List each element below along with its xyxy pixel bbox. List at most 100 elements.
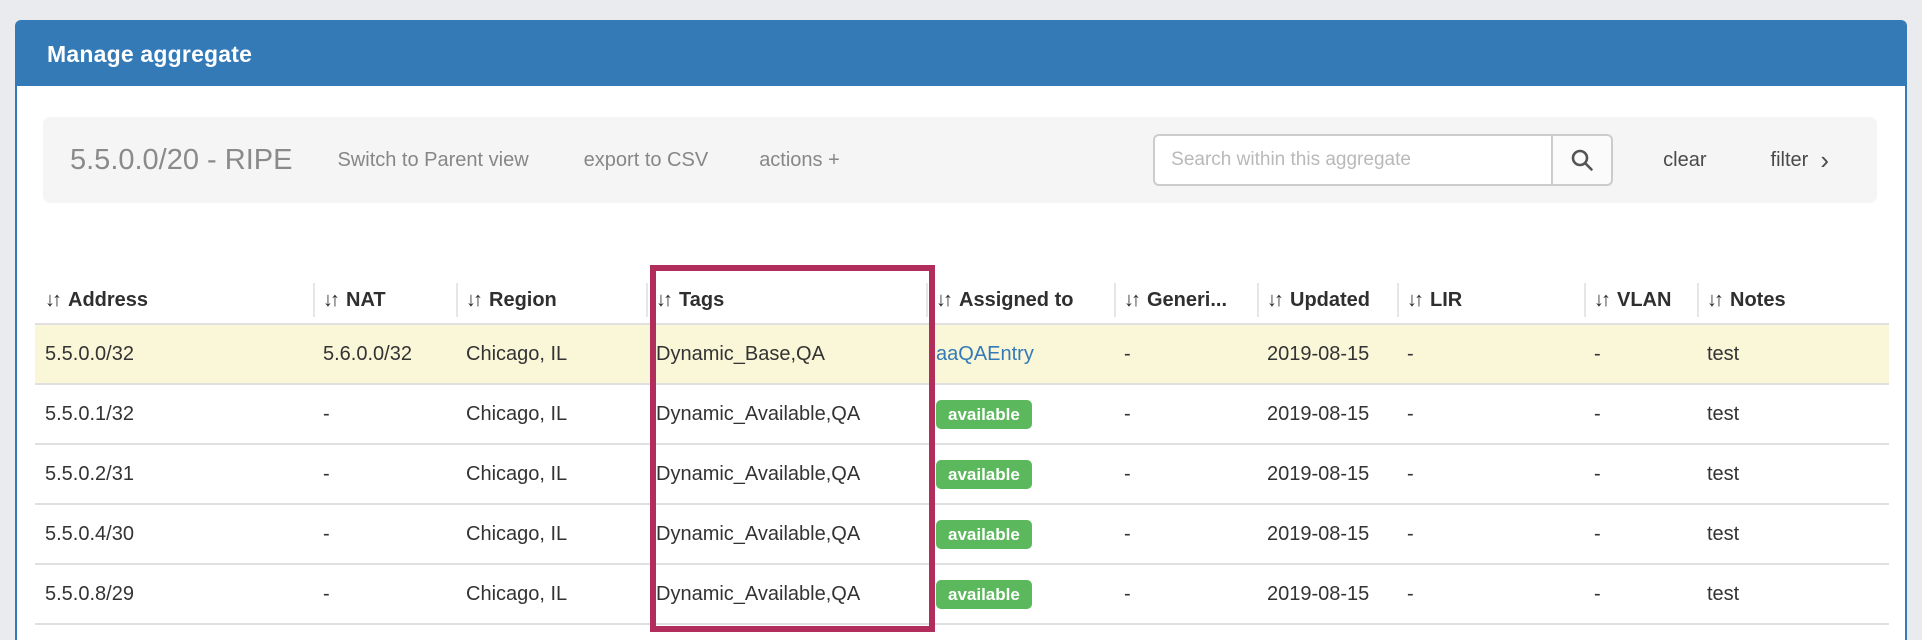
- cell-assigned-to: available: [926, 385, 1114, 443]
- search-input[interactable]: [1153, 134, 1552, 186]
- cell-assigned-to: aaQAEntry: [926, 325, 1114, 383]
- sort-icon: ↓↑: [466, 289, 483, 311]
- sort-icon: ↓↑: [1407, 289, 1424, 311]
- column-header-vlan[interactable]: ↓↑ VLAN: [1584, 278, 1697, 323]
- cell-nat: -: [323, 582, 330, 605]
- cell-updated: 2019-08-15: [1267, 522, 1370, 545]
- sort-icon: ↓↑: [936, 289, 953, 311]
- panel-heading: Manage aggregate: [17, 22, 1905, 86]
- column-header-notes[interactable]: ↓↑ Notes: [1697, 278, 1889, 323]
- cell-vlan: -: [1594, 462, 1601, 485]
- search-button[interactable]: [1551, 134, 1614, 186]
- column-label: VLAN: [1617, 289, 1672, 311]
- manage-aggregate-panel: Manage aggregate 5.5.0.0/20 - RIPE Switc…: [15, 20, 1907, 640]
- sort-icon: ↓↑: [656, 289, 673, 311]
- assigned-entry-link[interactable]: aaQAEntry: [936, 342, 1034, 365]
- cell-vlan: -: [1594, 582, 1601, 605]
- column-label: LIR: [1430, 289, 1463, 311]
- cell-lir: -: [1407, 462, 1414, 485]
- export-csv-link[interactable]: export to CSV: [583, 148, 709, 171]
- cell-assigned-to: available: [926, 505, 1114, 563]
- column-header-generic[interactable]: ↓↑ Generi...: [1114, 278, 1257, 323]
- cell-notes: test: [1707, 402, 1740, 425]
- column-label: NAT: [346, 289, 386, 311]
- aggregate-toolbar: 5.5.0.0/20 - RIPE Switch to Parent view …: [43, 117, 1877, 203]
- status-badge: available: [936, 459, 1032, 489]
- search-icon: [1570, 148, 1594, 172]
- clear-button[interactable]: clear: [1663, 148, 1707, 171]
- cell-region: Chicago, IL: [466, 582, 568, 605]
- cell-assigned-to: available: [926, 445, 1114, 503]
- cell-region: Chicago, IL: [466, 522, 568, 545]
- table-row[interactable]: 5.5.0.4/30 - Chicago, IL Dynamic_Availab…: [35, 505, 1889, 565]
- column-header-assigned-to[interactable]: ↓↑ Assigned to: [926, 278, 1114, 323]
- cell-region: Chicago, IL: [466, 462, 568, 485]
- column-header-updated[interactable]: ↓↑ Updated: [1257, 278, 1397, 323]
- sort-icon: ↓↑: [1594, 289, 1611, 311]
- cell-lir: -: [1407, 582, 1414, 605]
- cell-region: Chicago, IL: [466, 342, 568, 365]
- page-title: Manage aggregate: [47, 40, 253, 67]
- cell-notes: test: [1707, 342, 1740, 365]
- sort-icon: ↓↑: [1707, 289, 1724, 311]
- cell-address: 5.5.0.0/32: [45, 342, 134, 365]
- column-label: Address: [68, 289, 149, 311]
- aggregate-title: 5.5.0.0/20 - RIPE: [70, 143, 293, 176]
- cell-address: 5.5.0.4/30: [45, 522, 134, 545]
- sort-icon: ↓↑: [1124, 289, 1141, 311]
- cell-address: 5.5.0.8/29: [45, 582, 134, 605]
- cell-assigned-to: available: [926, 565, 1114, 623]
- cell-nat: 5.6.0.0/32: [323, 342, 412, 365]
- cell-tags: Dynamic_Available,QA: [656, 522, 861, 545]
- switch-parent-view-link[interactable]: Switch to Parent view: [337, 148, 529, 171]
- column-label: Assigned to: [959, 289, 1074, 311]
- column-header-region[interactable]: ↓↑ Region: [456, 278, 646, 323]
- cell-generic: -: [1124, 462, 1131, 485]
- table-row[interactable]: 5.5.0.2/31 - Chicago, IL Dynamic_Availab…: [35, 445, 1889, 505]
- filter-label: filter: [1770, 148, 1809, 171]
- cell-tags: Dynamic_Available,QA: [656, 582, 861, 605]
- cell-updated: 2019-08-15: [1267, 462, 1370, 485]
- cell-tags: Dynamic_Available,QA: [656, 462, 861, 485]
- cell-generic: -: [1124, 342, 1131, 365]
- cell-address: 5.5.0.2/31: [45, 462, 134, 485]
- table-row[interactable]: 5.5.0.0/32 5.6.0.0/32 Chicago, IL Dynami…: [35, 325, 1889, 385]
- cell-tags: Dynamic_Base,QA: [656, 342, 825, 365]
- cell-vlan: -: [1594, 342, 1601, 365]
- table-body: 5.5.0.0/32 5.6.0.0/32 Chicago, IL Dynami…: [35, 325, 1889, 625]
- status-badge: available: [936, 399, 1032, 429]
- cell-notes: test: [1707, 462, 1740, 485]
- cell-tags: Dynamic_Available,QA: [656, 402, 861, 425]
- actions-menu-link[interactable]: actions +: [759, 148, 840, 171]
- cell-lir: -: [1407, 402, 1414, 425]
- column-label: Generi...: [1147, 289, 1228, 311]
- column-header-address[interactable]: ↓↑ Address: [35, 278, 313, 323]
- search-group: [1153, 134, 1614, 186]
- cell-notes: test: [1707, 582, 1740, 605]
- cell-lir: -: [1407, 522, 1414, 545]
- column-header-tags[interactable]: ↓↑ Tags: [646, 278, 926, 323]
- column-label: Region: [489, 289, 557, 311]
- cell-generic: -: [1124, 582, 1131, 605]
- column-header-lir[interactable]: ↓↑ LIR: [1397, 278, 1584, 323]
- table-row[interactable]: 5.5.0.8/29 - Chicago, IL Dynamic_Availab…: [35, 565, 1889, 625]
- chevron-right-icon: ›: [1820, 145, 1829, 175]
- cell-vlan: -: [1594, 402, 1601, 425]
- status-badge: available: [936, 579, 1032, 609]
- cell-region: Chicago, IL: [466, 402, 568, 425]
- status-badge: available: [936, 519, 1032, 549]
- cell-nat: -: [323, 402, 330, 425]
- table-row[interactable]: 5.5.0.1/32 - Chicago, IL Dynamic_Availab…: [35, 385, 1889, 445]
- cell-lir: -: [1407, 342, 1414, 365]
- column-label: Tags: [679, 289, 725, 311]
- filter-button[interactable]: filter ›: [1770, 145, 1829, 175]
- sort-icon: ↓↑: [1267, 289, 1284, 311]
- sort-icon: ↓↑: [323, 289, 340, 311]
- column-header-nat[interactable]: ↓↑ NAT: [313, 278, 456, 323]
- cell-updated: 2019-08-15: [1267, 402, 1370, 425]
- column-label: Notes: [1730, 289, 1786, 311]
- cell-nat: -: [323, 462, 330, 485]
- column-label: Updated: [1290, 289, 1370, 311]
- aggregate-table: ↓↑ Address ↓↑ NAT ↓↑ Region ↓↑ Tags ↓↑: [35, 278, 1889, 625]
- cell-updated: 2019-08-15: [1267, 582, 1370, 605]
